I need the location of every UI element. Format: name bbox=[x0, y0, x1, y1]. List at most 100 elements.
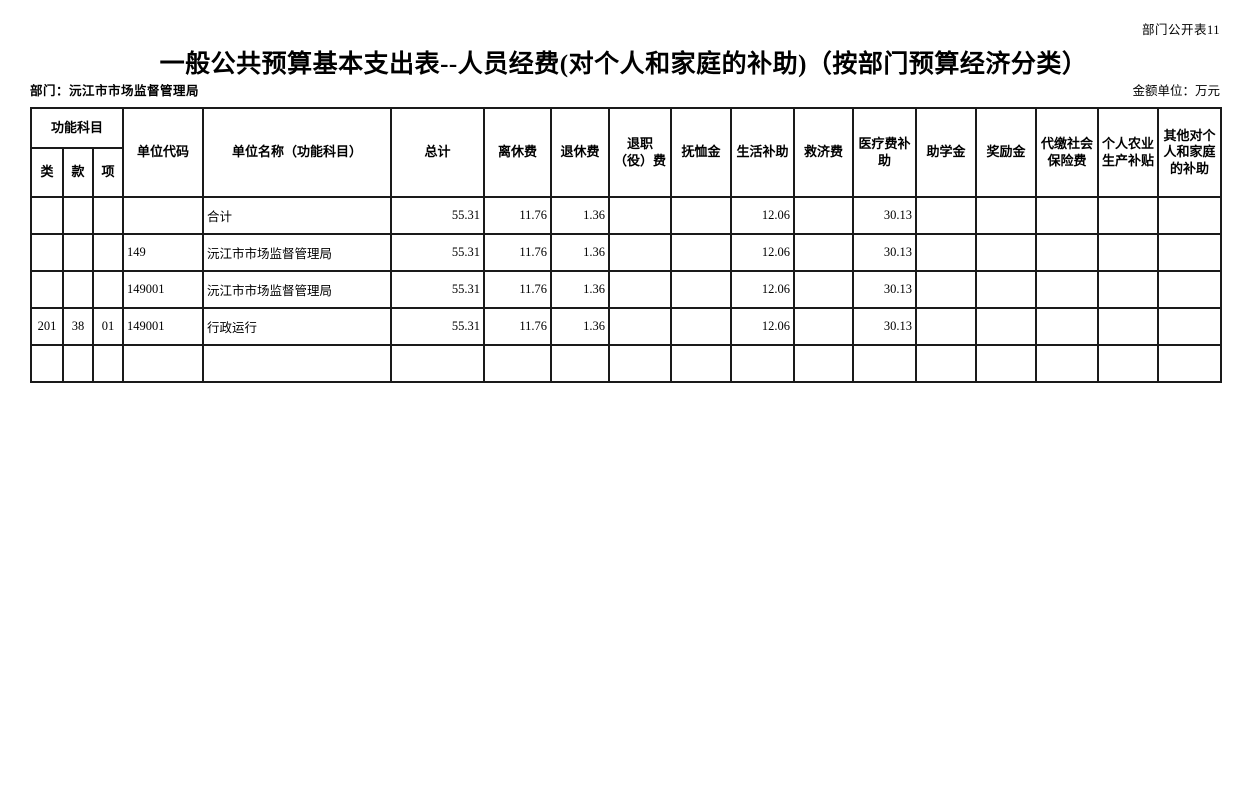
header-unit-name: 单位名称（功能科目） bbox=[202, 107, 393, 198]
cell-value bbox=[793, 307, 855, 346]
cell-value: 11.76 bbox=[483, 196, 553, 235]
header-shenghuobuzhu: 生活补助 bbox=[730, 107, 796, 198]
cell-func-kuan bbox=[62, 196, 94, 235]
budget-table: 功能科目 单位代码 单位名称（功能科目） 总计 离休费 退休费 退职（役）费 抚… bbox=[29, 107, 1223, 383]
cell-value bbox=[793, 344, 855, 383]
cell-value bbox=[915, 344, 978, 383]
cell-value bbox=[915, 233, 978, 272]
cell-value: 55.31 bbox=[390, 307, 486, 346]
cell-func-kuan: 38 bbox=[62, 307, 94, 346]
cell-unit-code bbox=[122, 344, 205, 383]
header-tuizhifei: 退职（役）费 bbox=[608, 107, 673, 198]
header-unit-code: 单位代码 bbox=[122, 107, 205, 198]
header-func-xiang: 项 bbox=[91, 147, 125, 198]
cell-func-xiang bbox=[91, 344, 125, 383]
header-jianglijin: 奖励金 bbox=[975, 107, 1038, 198]
cell-value bbox=[975, 270, 1038, 309]
cell-value: 1.36 bbox=[550, 270, 611, 309]
cell-value bbox=[670, 270, 733, 309]
cell-unit-code: 149001 bbox=[122, 307, 205, 346]
cell-value: 11.76 bbox=[483, 233, 553, 272]
cell-value bbox=[1035, 270, 1100, 309]
cell-value bbox=[975, 196, 1038, 235]
table-body: 合计 55.31 11.76 1.36 12.06 30.13 149 沅江市市场监督管理局 5… bbox=[30, 196, 1223, 383]
cell-value bbox=[608, 270, 673, 309]
cell-func-xiang bbox=[91, 233, 125, 272]
cell-unit-name: 沅江市市场监督管理局 bbox=[202, 270, 393, 309]
cell-value: 11.76 bbox=[483, 270, 553, 309]
cell-value: 30.13 bbox=[852, 270, 918, 309]
cell-value: 30.13 bbox=[852, 307, 918, 346]
cell-func-kuan bbox=[62, 344, 94, 383]
page-title: 一般公共预算基本支出表--人员经费(对个人和家庭的补助)（按部门预算经济分类） bbox=[159, 51, 1088, 78]
cell-value bbox=[915, 307, 978, 346]
cell-value bbox=[1035, 344, 1100, 383]
cell-value bbox=[1097, 196, 1160, 235]
cell-func-lei bbox=[30, 344, 64, 383]
cell-value bbox=[915, 270, 978, 309]
header-jiujifei: 救济费 bbox=[793, 107, 855, 198]
department-label: 部门：沅江市市场监督管理局 bbox=[30, 84, 200, 98]
cell-value bbox=[608, 233, 673, 272]
cell-value bbox=[670, 196, 733, 235]
cell-func-lei bbox=[30, 270, 64, 309]
cell-value bbox=[1097, 307, 1160, 346]
header-total: 总计 bbox=[390, 107, 486, 198]
cell-value: 12.06 bbox=[730, 307, 796, 346]
cell-value bbox=[608, 344, 673, 383]
header-daijiaoshebao: 代缴社会保险费 bbox=[1035, 107, 1100, 198]
cell-value: 12.06 bbox=[730, 233, 796, 272]
header-func-group: 功能科目 bbox=[29, 107, 125, 149]
table-row: 合计 55.31 11.76 1.36 12.06 30.13 bbox=[30, 196, 1223, 235]
cell-value bbox=[670, 307, 733, 346]
cell-func-kuan bbox=[62, 233, 94, 272]
cell-value bbox=[1035, 196, 1100, 235]
cell-value bbox=[975, 307, 1038, 346]
cell-value: 1.36 bbox=[550, 307, 611, 346]
cell-unit-name: 合计 bbox=[202, 196, 393, 235]
cell-value bbox=[1035, 307, 1100, 346]
cell-value: 30.13 bbox=[852, 196, 918, 235]
meta-row: 部门：沅江市市场监督管理局 金额单位：万元 bbox=[30, 80, 1220, 99]
table-row: 149 沅江市市场监督管理局 55.31 11.76 1.36 12.06 30.13 bbox=[30, 233, 1223, 272]
cell-value bbox=[793, 233, 855, 272]
header-fuxujin: 抚恤金 bbox=[670, 107, 733, 198]
cell-value bbox=[793, 270, 855, 309]
header-qitabuzhu: 其他对个人和家庭的补助 bbox=[1157, 107, 1223, 198]
header-lixiufei: 离休费 bbox=[483, 107, 553, 198]
cell-func-xiang bbox=[91, 270, 125, 309]
header-func-lei: 类 bbox=[30, 147, 64, 198]
cell-unit-name bbox=[202, 344, 393, 383]
cell-unit-name: 沅江市市场监督管理局 bbox=[202, 233, 393, 272]
cell-value bbox=[793, 196, 855, 235]
cell-value: 12.06 bbox=[730, 196, 796, 235]
cell-value bbox=[1157, 196, 1223, 235]
cell-value bbox=[608, 196, 673, 235]
cell-value bbox=[1157, 270, 1223, 309]
cell-func-lei bbox=[30, 233, 64, 272]
header-yiliaofeibuzhu: 医疗费补助 bbox=[852, 107, 918, 198]
cell-func-lei: 201 bbox=[30, 307, 64, 346]
table-row: 149001 沅江市市场监督管理局 55.31 11.76 1.36 12.06 30.13 bbox=[30, 270, 1223, 309]
cell-unit-name: 行政运行 bbox=[202, 307, 393, 346]
cell-value: 1.36 bbox=[550, 233, 611, 272]
cell-value bbox=[1097, 344, 1160, 383]
cell-value: 55.31 bbox=[390, 233, 486, 272]
cell-value bbox=[1097, 233, 1160, 272]
header-func-kuan: 款 bbox=[62, 147, 94, 198]
table-header-row-top: 功能科目 单位代码 单位名称（功能科目） 总计 离休费 退休费 退职（役）费 抚… bbox=[29, 107, 1223, 198]
cell-value: 55.31 bbox=[390, 270, 486, 309]
cell-value: 1.36 bbox=[550, 196, 611, 235]
cell-value: 12.06 bbox=[730, 270, 796, 309]
cell-value bbox=[670, 233, 733, 272]
cell-value bbox=[550, 344, 611, 383]
cell-value bbox=[730, 344, 796, 383]
cell-value bbox=[975, 344, 1038, 383]
table-header-row-sub: 类 款 项 bbox=[30, 147, 1221, 198]
header-tuixiufei: 退休费 bbox=[550, 107, 611, 198]
cell-value bbox=[1157, 233, 1223, 272]
cell-value: 55.31 bbox=[390, 196, 486, 235]
cell-func-xiang bbox=[91, 196, 125, 235]
table-row: 201 38 01 149001 行政运行 55.31 11.76 1.36 12.06 30.1… bbox=[30, 307, 1223, 346]
